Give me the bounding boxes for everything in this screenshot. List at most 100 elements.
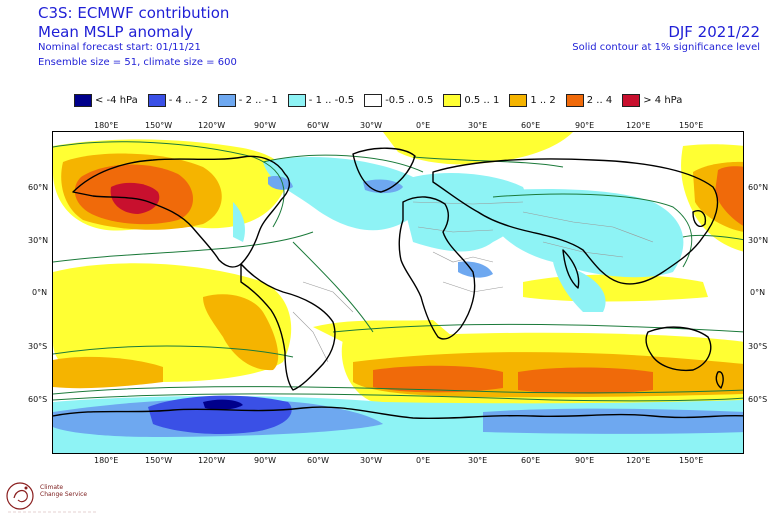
- lon-tick-bottom: 120°W: [198, 456, 226, 465]
- copernicus-logo-icon: [6, 482, 96, 513]
- lon-tick-top: 60°W: [307, 121, 330, 130]
- lon-tick-top: 180°E: [94, 121, 119, 130]
- lon-tick-top: 0°E: [416, 121, 431, 130]
- lon-tick-top: 90°E: [575, 121, 595, 130]
- legend-swatch: [364, 93, 383, 107]
- significance-contour: [53, 393, 743, 402]
- lon-tick-top: 60°E: [521, 121, 541, 130]
- legend-item: < -4 hPa: [74, 93, 138, 107]
- lon-tick-bottom: 90°W: [254, 456, 277, 465]
- lon-tick-bottom: 150°E: [679, 456, 704, 465]
- coastline-japan: [692, 210, 707, 228]
- lat-tick-right: 30°N: [748, 236, 769, 245]
- anomaly-region-minus2: [458, 261, 493, 278]
- ensemble-size: Ensemble size = 51, climate size = 600: [38, 57, 237, 68]
- legend-swatch: [217, 93, 236, 107]
- legend-label: > 4 hPa: [643, 94, 683, 106]
- lon-tick-top: 150°W: [145, 121, 173, 130]
- lon-tick-bottom: 0°E: [416, 456, 431, 465]
- country-border: [522, 211, 654, 243]
- significance-contour: [53, 345, 294, 358]
- legend-label: -0.5 .. 0.5: [385, 94, 434, 106]
- season-label: DJF 2021/22: [668, 23, 760, 41]
- lat-tick-left: 60°S: [28, 395, 48, 404]
- anomaly-region-minus4: [148, 395, 292, 435]
- legend-label: < -4 hPa: [95, 94, 138, 106]
- country-border: [442, 281, 504, 293]
- lon-tick-top: 30°W: [360, 121, 383, 130]
- anomaly-region-positive: [383, 132, 573, 165]
- coastline-antarctica: [53, 406, 743, 420]
- legend-item: - 2 .. - 1: [217, 93, 278, 107]
- coastline-greenland: [352, 147, 416, 193]
- contour-note: Solid contour at 1% significance level: [572, 42, 760, 53]
- anomaly-region-2to4: [373, 365, 503, 393]
- forecast-start: Nominal forecast start: 01/11/21: [38, 42, 201, 53]
- significance-contour: [53, 386, 743, 395]
- lon-tick-top: 90°W: [254, 121, 277, 130]
- legend-label: 1 .. 2: [530, 94, 556, 106]
- legend-item: - 4 .. - 2: [147, 93, 208, 107]
- significance-contour: [262, 154, 424, 173]
- anomaly-region-minus2: [483, 408, 743, 434]
- lon-tick-bottom: 30°E: [468, 456, 488, 465]
- lat-tick-left: 60°N: [28, 183, 49, 192]
- anomaly-region-minus1: [483, 189, 684, 278]
- lon-tick-top: 120°W: [198, 121, 226, 130]
- legend-item: - 1 .. -0.5: [287, 93, 354, 107]
- lon-tick-bottom: 90°E: [575, 456, 595, 465]
- country-border: [542, 241, 624, 258]
- significance-contour: [682, 234, 743, 241]
- coastline-africa: [398, 196, 476, 340]
- lat-tick-right: 0°N: [750, 288, 766, 297]
- legend-item: 2 .. 4: [565, 93, 613, 107]
- anomaly-region-2to4: [518, 367, 653, 394]
- lon-tick-top: 120°E: [626, 121, 651, 130]
- significance-contour: [492, 193, 693, 268]
- anomaly-region-1to2: [53, 356, 163, 389]
- map-canvas: [53, 132, 743, 453]
- legend-label: - 2 .. - 1: [238, 94, 278, 106]
- anomaly-region-minus1: [553, 262, 606, 312]
- chart-subtitle: Mean MSLP anomaly: [38, 23, 193, 41]
- color-legend: < -4 hPa - 4 .. - 2 - 2 .. - 1 - 1 .. -0…: [74, 92, 692, 108]
- anomaly-region-positive: [523, 274, 708, 302]
- coastline-north-america: [72, 155, 291, 268]
- coastline-india: [562, 249, 580, 289]
- legend-item: -0.5 .. 0.5: [364, 93, 434, 107]
- legend-swatch: [147, 93, 166, 107]
- logo-dot: [24, 486, 28, 490]
- anomaly-region-2to4: [715, 166, 743, 226]
- coastline-south-america: [240, 263, 336, 391]
- country-border: [302, 281, 354, 313]
- lon-tick-bottom: 60°E: [521, 456, 541, 465]
- lat-tick-right: 60°N: [748, 183, 769, 192]
- coastline-eurasia: [432, 158, 719, 285]
- lat-tick-left: 30°N: [28, 236, 49, 245]
- coastlines: [53, 147, 743, 420]
- legend-swatch: [287, 93, 306, 107]
- legend-swatch: [443, 93, 462, 107]
- lat-tick-right: 30°S: [748, 342, 768, 351]
- legend-label: 2 .. 4: [586, 94, 613, 106]
- lon-tick-bottom: 180°E: [94, 456, 119, 465]
- lon-tick-bottom: 60°W: [307, 456, 330, 465]
- lat-tick-left: 30°S: [28, 342, 48, 351]
- country-border: [292, 311, 329, 363]
- legend-swatch: [74, 93, 92, 107]
- legend-swatch: [622, 93, 641, 107]
- legend-item: 0.5 .. 1: [443, 93, 500, 107]
- lat-tick-right: 60°S: [748, 395, 768, 404]
- country-border: [417, 226, 494, 233]
- lon-tick-top: 150°E: [679, 121, 704, 130]
- logo-swirl: [13, 489, 28, 503]
- legend-label: - 4 .. - 2: [168, 94, 208, 106]
- anomaly-region-minus1: [263, 157, 424, 231]
- significance-contours: [53, 141, 743, 402]
- legend-label: 0.5 .. 1: [464, 94, 500, 106]
- anomaly-region-minus2: [268, 176, 293, 190]
- logo-ring: [6, 482, 34, 510]
- logo-line2: Change Service: [40, 491, 88, 498]
- significance-contour: [332, 324, 743, 333]
- anomaly-region-minus1: [233, 202, 245, 242]
